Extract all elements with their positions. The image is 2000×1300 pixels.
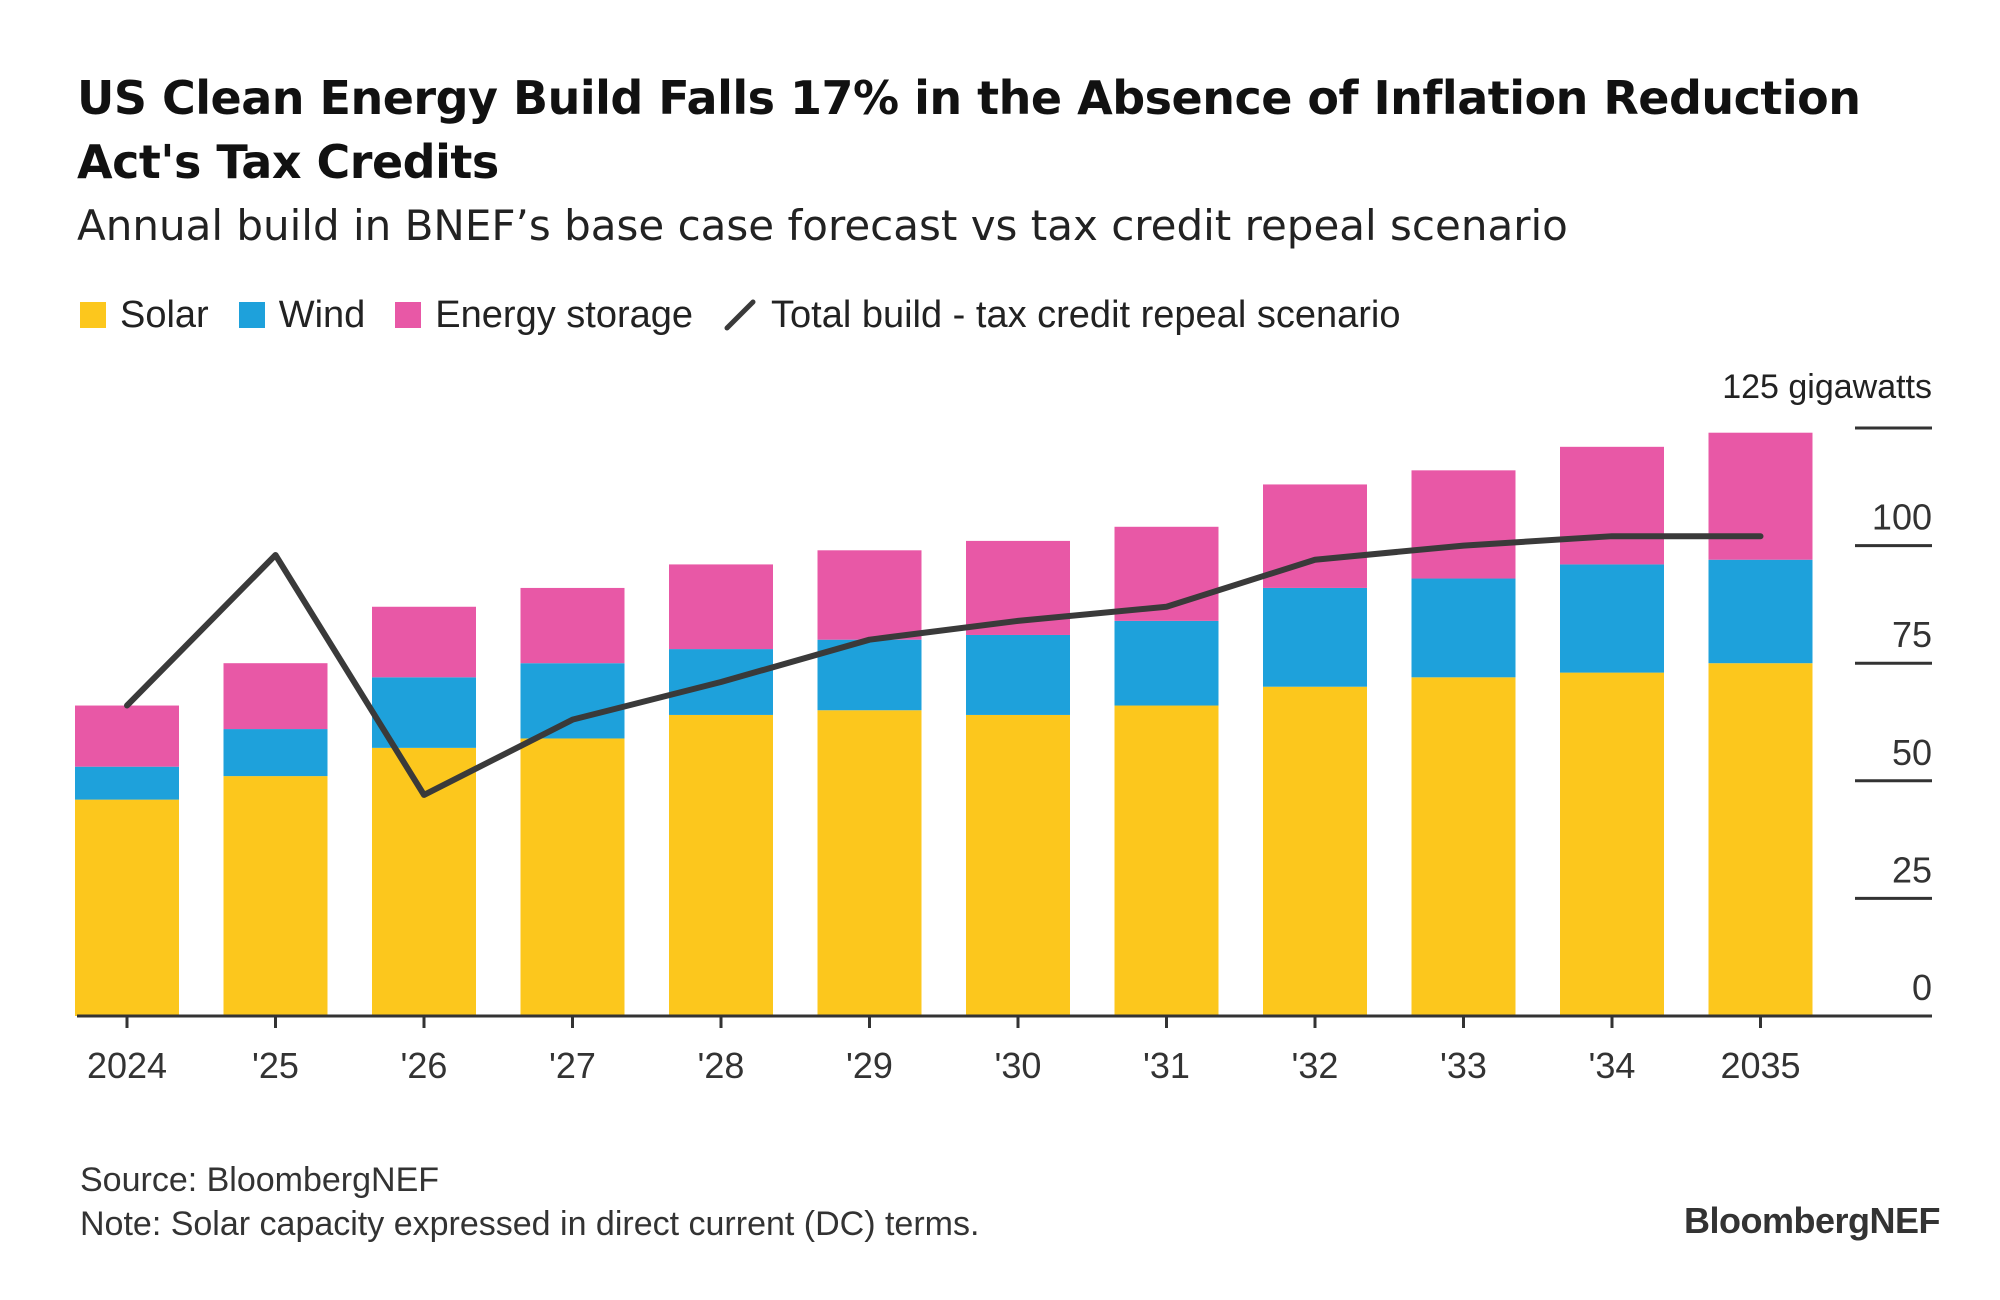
y-tick-label-0: 0 [1912, 967, 1932, 1008]
y-unit-label: 125 gigawatts [1722, 368, 1932, 406]
bar-solar-10 [1560, 672, 1664, 1016]
bar-solar-6 [966, 714, 1070, 1016]
x-tick-label-8: '32 [1292, 1045, 1339, 1086]
bar-wind-3 [520, 663, 625, 739]
brand-logo: BloombergNEF [1683, 1200, 1941, 1241]
x-tick-label-1: '25 [252, 1045, 299, 1086]
bar-energy-storage-10 [1560, 446, 1664, 565]
y-tick-label-25: 25 [1892, 849, 1932, 890]
bar-wind-6 [966, 634, 1070, 715]
legend: Solar Wind Energy storage Total build - … [80, 292, 1430, 338]
bar-energy-storage-9 [1411, 470, 1516, 579]
x-tick-label-3: '27 [549, 1045, 596, 1086]
y-axis-group: 0 25 50 75 100 [1855, 426, 1932, 1008]
y-tick-label-50: 50 [1892, 732, 1932, 773]
bar-wind-7 [1114, 620, 1219, 706]
footer: Source: BloombergNEF Note: Solar capacit… [80, 1158, 979, 1246]
line-legend-icon [724, 299, 756, 331]
wind-swatch [238, 302, 265, 328]
bar-solar-4 [669, 714, 773, 1016]
legend-item-solar: Solar [80, 294, 209, 337]
y-tick-label-100: 100 [1872, 497, 1932, 538]
x-tick-label-5: '29 [846, 1045, 893, 1086]
bar-wind-9 [1411, 578, 1516, 678]
bar-energy-storage-5 [817, 550, 922, 640]
legend-label-wind: Wind [278, 293, 366, 336]
bar-solar-2 [372, 747, 476, 1016]
solar-swatch [80, 302, 106, 328]
bar-energy-storage-0 [75, 705, 179, 767]
x-tick-label-11: 2035 [1720, 1045, 1800, 1086]
source-text: Source: BloombergNEF [80, 1161, 440, 1199]
bar-solar-11 [1708, 663, 1813, 1016]
bar-solar-1 [223, 776, 328, 1016]
bar-solar-8 [1263, 686, 1367, 1016]
bar-solar-7 [1114, 705, 1219, 1016]
legend-label-line: Total build - tax credit repeal scenario [771, 293, 1401, 336]
x-tick-label-6: '30 [995, 1045, 1042, 1086]
legend-item-wind: Wind [238, 293, 366, 337]
bar-wind-1 [223, 729, 328, 777]
x-tick-label-7: '31 [1143, 1045, 1190, 1086]
bar-wind-10 [1560, 564, 1664, 673]
line-series-group [124, 533, 1764, 798]
note-text: Note: Solar capacity expressed in direct… [80, 1205, 980, 1243]
x-tick-label-10: '34 [1589, 1045, 1636, 1086]
y-tick-label-75: 75 [1892, 614, 1932, 655]
bar-solar-5 [817, 710, 922, 1016]
x-axis-group: 2024 '25 '26 '27 '28 '29 '30 '31 '32 '33 '34 2035 [77, 1014, 1932, 1086]
bar-energy-storage-11 [1708, 432, 1813, 560]
x-tick-label-2: '26 [401, 1045, 448, 1086]
bar-energy-storage-1 [223, 663, 328, 730]
bar-energy-storage-2 [372, 606, 476, 678]
bar-wind-0 [75, 766, 179, 800]
bar-solar-3 [520, 738, 625, 1016]
x-tick-label-4: '28 [698, 1045, 745, 1086]
bar-solar-9 [1411, 677, 1516, 1016]
bar-energy-storage-4 [669, 564, 773, 650]
chart-title: US Clean Energy Build Falls 17% in the A… [77, 71, 1861, 189]
legend-label-solar: Solar [120, 293, 209, 336]
chart-subtitle: Annual build in BNEF’s base case forecas… [77, 201, 1568, 250]
bars-group [75, 432, 1813, 1016]
bar-solar-0 [75, 799, 179, 1016]
x-tick-label-9: '33 [1440, 1045, 1487, 1086]
legend-item-storage: Energy storage [395, 294, 693, 337]
bar-energy-storage-3 [520, 587, 625, 664]
bar-wind-11 [1708, 559, 1813, 664]
line-total-build-repeal [124, 533, 1764, 798]
legend-label-storage: Energy storage [435, 293, 694, 336]
legend-item-line: Total build - tax credit repeal scenario [723, 294, 1400, 337]
storage-swatch [395, 302, 422, 328]
bar-wind-8 [1263, 587, 1367, 687]
x-tick-label-0: 2024 [87, 1045, 167, 1086]
